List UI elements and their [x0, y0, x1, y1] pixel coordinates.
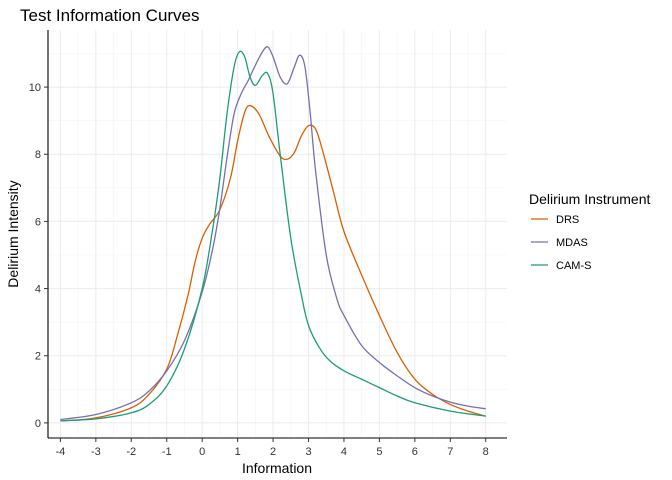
x-tick-label: 1: [235, 446, 241, 458]
legend-label-cam-s: CAM-S: [556, 260, 591, 272]
y-tick-label: 8: [35, 149, 41, 161]
chart-title: Test Information Curves: [20, 6, 200, 25]
y-tick-label: 10: [29, 82, 41, 94]
x-tick-label: 7: [447, 446, 453, 458]
y-tick-label: 2: [35, 351, 41, 363]
legend-label-drs: DRS: [556, 214, 579, 226]
x-tick-label: -2: [126, 446, 136, 458]
y-tick-label: 6: [35, 216, 41, 228]
legend: Delirium Instrument DRS MDAS CAM-S: [529, 191, 650, 272]
x-tick-label: 6: [412, 446, 418, 458]
x-tick-label: -3: [91, 446, 101, 458]
y-axis-title: Delirium Intensity: [5, 180, 21, 287]
y-ticks: 0 2 4 6 8 10: [29, 82, 48, 430]
plot-grid: [48, 30, 507, 438]
x-tick-label: 4: [341, 446, 347, 458]
legend-title: Delirium Instrument: [529, 191, 650, 207]
series-line-cam-s: [60, 50, 486, 422]
x-ticks: -4 -3 -2 -1 0 1 2 3 4 5 6 7 8: [56, 438, 489, 458]
x-axis-title: Information: [242, 460, 312, 476]
x-tick-label: -1: [162, 446, 172, 458]
y-tick-label: 4: [35, 284, 41, 296]
legend-label-mdas: MDAS: [556, 237, 588, 249]
x-tick-label: 0: [199, 446, 205, 458]
plot-axes: [47, 30, 507, 439]
y-tick-label: 0: [35, 418, 41, 430]
x-tick-label: -4: [56, 446, 66, 458]
series-line-drs: [60, 104, 486, 422]
x-tick-label: 3: [305, 446, 311, 458]
plot-series: [60, 46, 486, 422]
x-tick-label: 2: [270, 446, 276, 458]
x-tick-label: 8: [483, 446, 489, 458]
x-tick-label: 5: [376, 446, 382, 458]
